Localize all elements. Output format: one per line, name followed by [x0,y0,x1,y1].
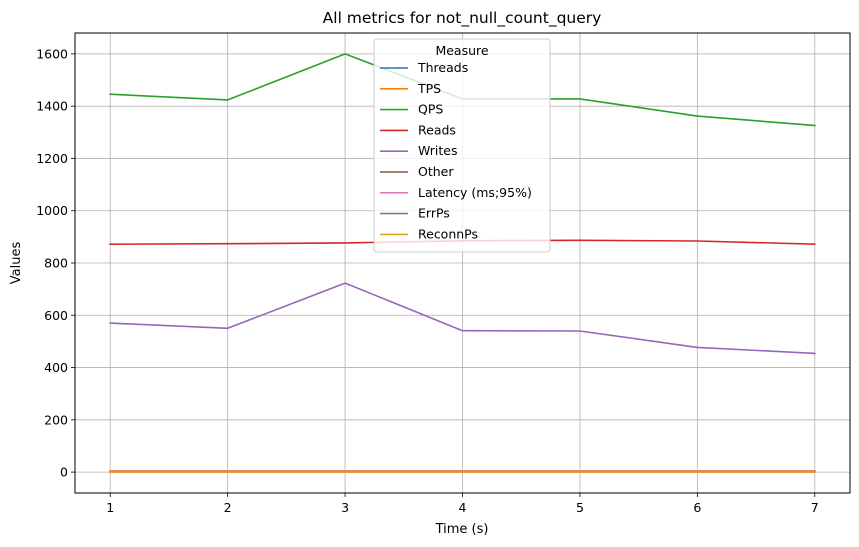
legend-label: Writes [418,143,458,158]
y-tick-label: 1600 [36,46,68,61]
legend: Measure Threads TPS QPS Reads Writes Other Lat… [373,38,551,253]
x-tick-label: 6 [693,500,701,515]
y-tick-label: 1400 [36,99,68,114]
x-tick-label: 7 [811,500,819,515]
legend-label: QPS [418,102,443,117]
x-tick-label: 1 [106,500,114,515]
y-tick-label: 600 [44,308,68,323]
x-tick-label: 3 [341,500,349,515]
legend-label: Reads [418,122,456,137]
x-tick-label: 4 [459,500,467,515]
series-line-writes [109,282,816,355]
legend-label: Latency (ms;95%) [418,185,532,200]
y-axis: 0 200 400 600 800 1000 1200 1400 1600 [36,46,75,480]
legend-label: ReconnPs [418,226,478,241]
x-tick-label: 2 [224,500,232,515]
legend-label: ErrPs [418,206,450,221]
legend-label: Other [418,164,454,179]
legend-title: Measure [435,43,488,58]
legend-label: Threads [417,60,468,75]
legend-label: TPS [417,81,441,96]
x-axis-title: Time (s) [435,522,489,537]
y-tick-label: 1200 [36,151,68,166]
x-axis: 1 2 3 4 5 6 7 [106,493,819,515]
y-axis-title: Values [9,242,24,285]
legend-items: Threads TPS QPS Reads Writes Other Latency (ms… [380,60,532,241]
y-tick-label: 800 [44,256,68,271]
legend-frame [373,38,551,253]
y-tick-label: 1000 [36,203,68,218]
y-tick-label: 200 [44,412,68,427]
x-tick-label: 5 [576,500,584,515]
chart-title: All metrics for not_null_count_query [323,9,602,28]
y-tick-label: 0 [60,465,68,480]
y-tick-label: 400 [44,360,68,375]
